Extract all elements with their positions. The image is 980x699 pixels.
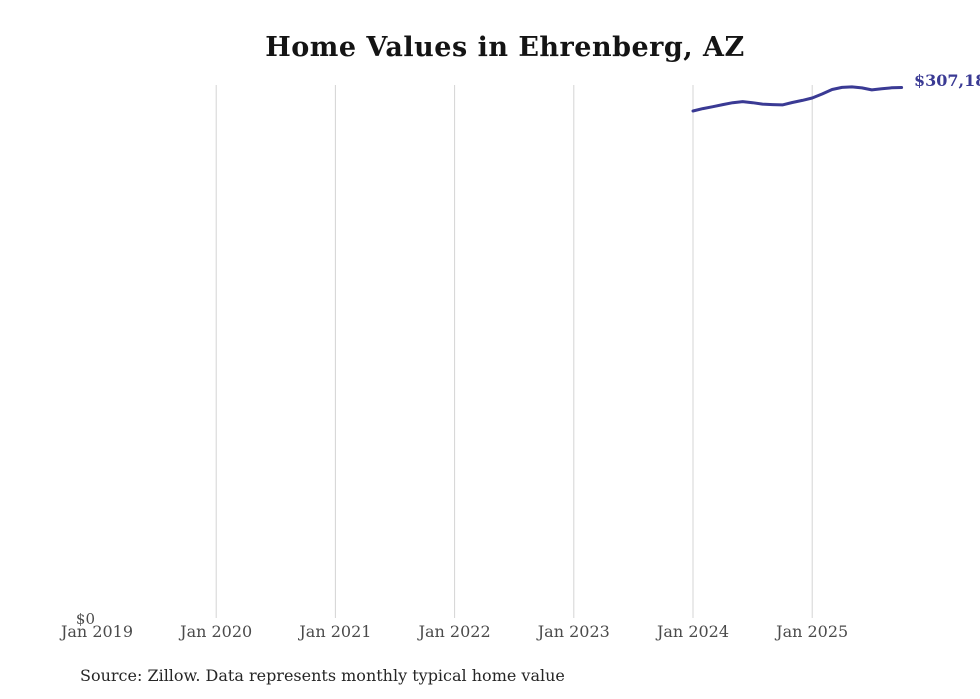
y-axis-label-zero: $0 — [75, 610, 95, 628]
chart-title: Home Values in Ehrenberg, AZ — [265, 32, 745, 63]
x-axis-label-2020: Jan 2020 — [180, 622, 253, 641]
x-axis-label-2019: Jan 2019 — [60, 622, 134, 641]
latest-value-label: $307,185 — [914, 71, 980, 90]
x-axis-label-2024: Jan 2024 — [656, 622, 730, 641]
source-note: Source: Zillow. Data represents monthly … — [80, 666, 565, 685]
x-axis-label-2023: Jan 2023 — [537, 622, 610, 641]
x-axis-label-2025: Jan 2025 — [776, 622, 849, 641]
x-axis-label-2021: Jan 2021 — [299, 622, 372, 641]
gridlines — [215, 85, 813, 618]
home-value-line — [691, 85, 904, 113]
x-axis-label-2022: Jan 2022 — [418, 622, 491, 641]
